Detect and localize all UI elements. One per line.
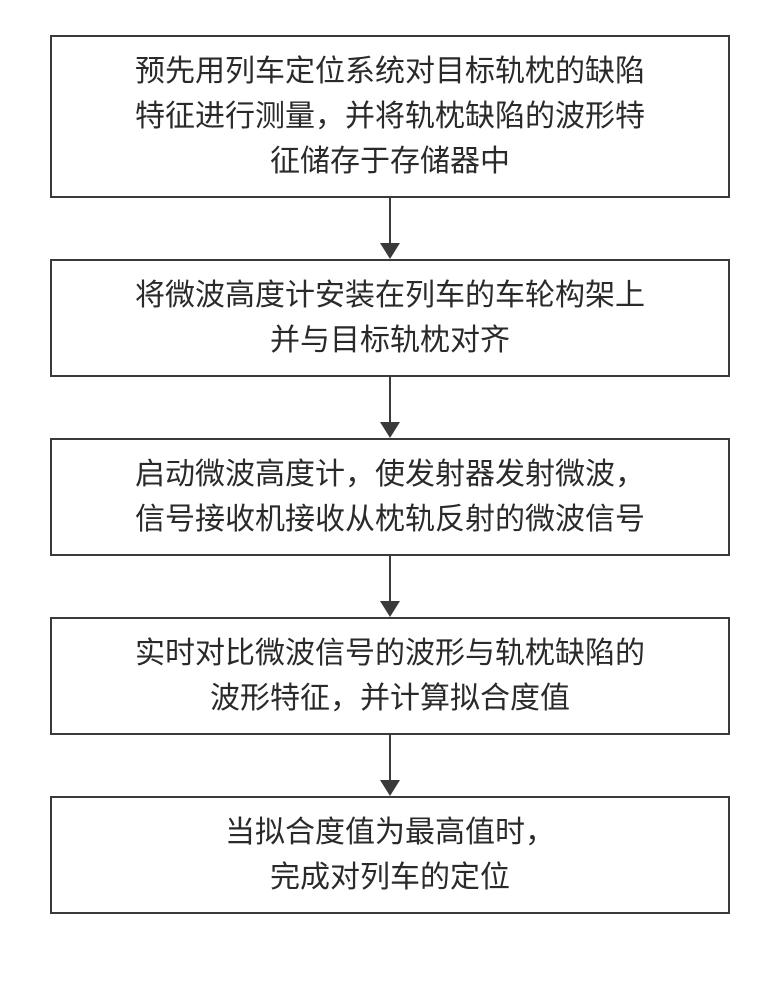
arrow-line-icon xyxy=(389,198,391,243)
step-text: 将微波高度计安装在列车的车轮构架上 并与目标轨枕对齐 xyxy=(135,273,645,363)
step-text: 预先用列车定位系统对目标轨枕的缺陷 特征进行测量，并将轨枕缺陷的波形特 征储存于… xyxy=(135,49,645,184)
flowchart-step-3: 启动微波高度计，使发射器发射微波， 信号接收机接收从枕轨反射的微波信号 xyxy=(50,438,730,556)
arrow-line-icon xyxy=(389,735,391,780)
arrow-line-icon xyxy=(389,556,391,601)
arrow-head-icon xyxy=(380,422,400,438)
arrow-head-icon xyxy=(380,243,400,259)
flowchart-step-4: 实时对比微波信号的波形与轨枕缺陷的 波形特征，并计算拟合度值 xyxy=(50,617,730,735)
flowchart-step-2: 将微波高度计安装在列车的车轮构架上 并与目标轨枕对齐 xyxy=(50,259,730,377)
arrow-head-icon xyxy=(380,780,400,796)
flowchart-container: 预先用列车定位系统对目标轨枕的缺陷 特征进行测量，并将轨枕缺陷的波形特 征储存于… xyxy=(50,35,730,914)
arrow-4 xyxy=(380,735,400,796)
flowchart-step-5: 当拟合度值为最高值时， 完成对列车的定位 xyxy=(50,796,730,914)
arrow-3 xyxy=(380,556,400,617)
arrow-2 xyxy=(380,377,400,438)
step-text: 当拟合度值为最高值时， 完成对列车的定位 xyxy=(225,810,555,900)
step-text: 启动微波高度计，使发射器发射微波， 信号接收机接收从枕轨反射的微波信号 xyxy=(135,452,645,542)
step-text: 实时对比微波信号的波形与轨枕缺陷的 波形特征，并计算拟合度值 xyxy=(135,631,645,721)
flowchart-step-1: 预先用列车定位系统对目标轨枕的缺陷 特征进行测量，并将轨枕缺陷的波形特 征储存于… xyxy=(50,35,730,198)
arrow-head-icon xyxy=(380,601,400,617)
arrow-line-icon xyxy=(389,377,391,422)
arrow-1 xyxy=(380,198,400,259)
